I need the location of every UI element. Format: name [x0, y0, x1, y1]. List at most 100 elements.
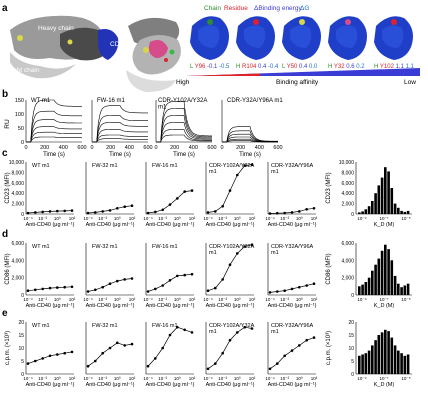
- dose-point: [283, 354, 287, 358]
- dose-point: [161, 284, 164, 287]
- dose-point: [70, 350, 74, 354]
- spr-x-tick: 0: [220, 145, 223, 151]
- x-tick-label: 10⁰: [54, 216, 61, 221]
- dose-point: [305, 284, 309, 287]
- antibody-structure-left: [10, 15, 119, 79]
- dose-panel-title: WT m1: [32, 323, 50, 329]
- hist-bar: [358, 212, 361, 214]
- spr-panel-4: 0 200 400 600 Time (s) CDR-Y32A/Y96A m1: [220, 98, 283, 158]
- hist-bar: [406, 354, 410, 374]
- y-tick-label: 4,000: [11, 191, 24, 197]
- panel-a: a Heavy chain CD40 Light chain Chain Res…: [2, 3, 420, 92]
- x-tick-label: 10²: [249, 216, 256, 221]
- x-tick-label: 10⁰: [234, 216, 241, 221]
- hist-bar: [361, 284, 364, 295]
- y-tick-label: 0: [21, 293, 24, 299]
- panel-b: b RU 0 50 100 150 0 200 400 600 Time (s) WT m1 0 20…: [2, 89, 283, 158]
- spr-y-tick: 0: [21, 140, 24, 146]
- x-axis-label: Anti-CD40 (μg ml⁻¹): [86, 382, 135, 388]
- dose-point: [108, 346, 112, 350]
- hist-bar: [364, 282, 368, 295]
- dose-panel-title: WT m1: [32, 244, 50, 250]
- dose-point: [276, 211, 279, 215]
- sensorgram-trace: [222, 140, 278, 143]
- hist-bar: [384, 244, 387, 295]
- mutation-dg: 0.2: [356, 64, 365, 70]
- sensorgram-trace: [92, 122, 148, 143]
- mutation-dg: 0.0: [309, 64, 318, 70]
- hist-y-tick-label: 2,000: [341, 276, 354, 282]
- spr-x-tick: 0: [24, 145, 27, 151]
- x-tick-label: 10⁻²: [158, 216, 167, 221]
- cd40-surface-5: [374, 16, 413, 60]
- hist-y-axis-label: CD86 (MFI): [326, 253, 332, 284]
- x-tick-label: 10⁻⁴: [265, 297, 274, 302]
- surface-highlight: [290, 25, 312, 48]
- hist-bar: [397, 283, 400, 295]
- dose-point: [130, 277, 134, 280]
- spr-y-axis-label: RU: [4, 119, 11, 129]
- dose-point: [283, 211, 287, 215]
- dose-point: [101, 285, 104, 289]
- x-tick-label: 10²: [311, 216, 318, 221]
- dose-point: [312, 336, 316, 339]
- panel-letter-e: e: [2, 308, 8, 319]
- hist-x-tick-label: 10⁻⁹: [357, 216, 366, 221]
- dose-point: [243, 325, 246, 329]
- x-tick-label: 10⁻⁴: [203, 216, 212, 221]
- dose-point: [146, 290, 150, 293]
- dose-point: [123, 205, 126, 208]
- x-tick-label: 10⁰: [114, 216, 121, 221]
- row-y-axis-label: CD86 (MFI): [5, 253, 11, 284]
- x-tick-label: 10²: [189, 216, 196, 221]
- y-tick-label: 2,000: [11, 202, 24, 208]
- dose-point: [41, 210, 44, 214]
- mutation-chain: H: [236, 64, 242, 70]
- hist-y-tick-label: 6,000: [341, 241, 354, 247]
- sensorgram-trace: [92, 105, 148, 143]
- hist-bar: [384, 329, 387, 374]
- x-tick-label: 10⁻²: [218, 216, 227, 221]
- dose-point: [101, 351, 104, 355]
- hist-bar: [387, 171, 390, 214]
- dose-point: [228, 189, 232, 192]
- x-axis-label: Anti-CD40 (μg ml⁻¹): [268, 222, 317, 228]
- dose-point: [228, 338, 232, 342]
- spr-x-axis-label: Time (s): [239, 152, 261, 158]
- spr-x-tick: 200: [40, 145, 49, 151]
- cd40-surface-2: [236, 16, 275, 60]
- heavy-chain-label: Heavy chain: [38, 25, 74, 32]
- kd-histogram-d: 0 2,000 4,000 6,000 CD86 (MFI) 10⁻⁹ 10⁻⁷ 10⁻⁵ K_…: [326, 241, 412, 309]
- mutation-binding-energy: -0.1: [207, 64, 219, 70]
- surface-highlight: [336, 25, 358, 48]
- spr-x-tick: 600: [143, 145, 152, 151]
- y-tick-label: 4,000: [11, 258, 24, 264]
- sensorgram-trace: [92, 134, 148, 143]
- affinity-wedge-blue: [186, 68, 420, 76]
- hist-bar: [380, 332, 384, 374]
- y-tick-label: 20: [18, 320, 24, 326]
- hist-y-tick-label: 5: [351, 359, 354, 365]
- x-tick-label: 10⁰: [234, 297, 241, 302]
- dose-point: [56, 286, 59, 289]
- hist-y-axis-label: CD23 (MFI): [326, 172, 332, 203]
- spr-x-tick: 600: [273, 145, 282, 151]
- dose-point: [48, 354, 52, 358]
- dose-point: [86, 364, 90, 368]
- y-tick-label: 2,000: [11, 276, 24, 282]
- hist-bar: [371, 201, 374, 214]
- sensorgram-trace: [156, 122, 213, 143]
- mutation-dg: -0.4: [268, 64, 279, 70]
- dose-point: [161, 346, 164, 350]
- x-tick-label: 10²: [249, 297, 256, 302]
- x-tick-label: 10⁻²: [38, 297, 47, 302]
- x-tick-label: 10²: [69, 376, 76, 381]
- dose-point: [276, 290, 279, 293]
- dose-point: [63, 209, 66, 213]
- dose-point: [48, 286, 52, 290]
